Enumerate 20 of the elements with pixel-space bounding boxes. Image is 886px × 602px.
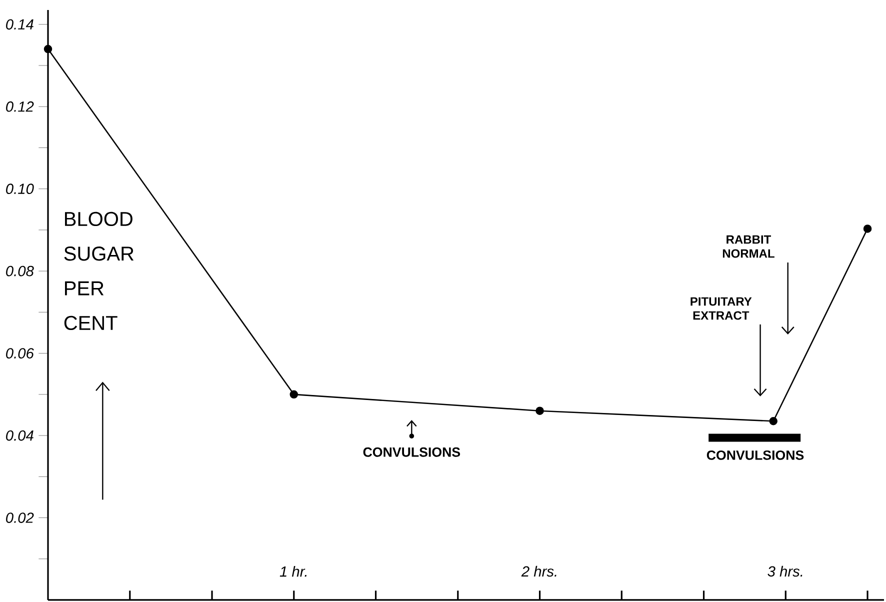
y-tick-label: 0.10: [6, 184, 34, 194]
x-tick-label: 2 hrs.: [521, 566, 556, 577]
x-tick-label: 1 hr.: [280, 566, 306, 577]
y-tick-label: 0.12: [6, 101, 34, 112]
annotation: PITUITARY EXTRACT: [690, 297, 752, 320]
y-tick-label: 0.04: [6, 430, 34, 441]
y-tick-label: 0.02: [6, 512, 34, 523]
y-axis-title: BLOOD SUGAR PER CENT: [64, 212, 134, 330]
annotation: CONVULSIONS: [706, 450, 804, 460]
point: [290, 390, 298, 399]
annotation: RABBIT NORMAL: [722, 235, 774, 258]
point: [863, 224, 872, 233]
point: [44, 44, 52, 54]
y-tick-label: 0.06: [6, 348, 34, 358]
point: [769, 416, 778, 426]
y-tick-label: 0.14: [6, 19, 34, 30]
x-tick-label: 3 hrs.: [768, 566, 802, 577]
y-tick-label: 0.08: [6, 266, 34, 276]
annotation: CONVULSIONS: [363, 447, 460, 457]
point: [536, 406, 544, 415]
